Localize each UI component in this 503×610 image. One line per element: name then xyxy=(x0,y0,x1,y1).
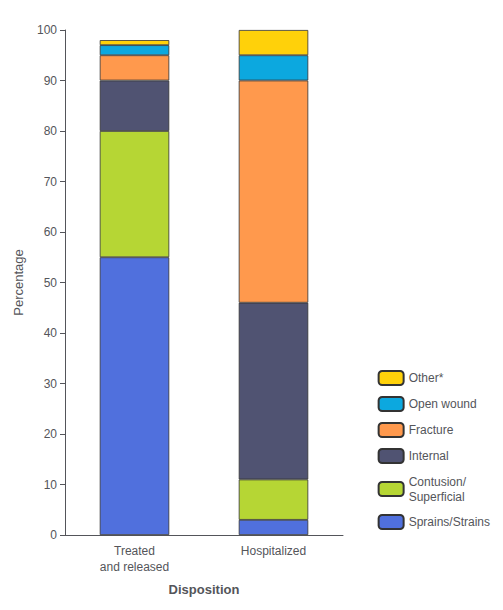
svg-text:Open wound: Open wound xyxy=(409,397,477,411)
svg-text:Treated: Treated xyxy=(114,544,155,558)
svg-text:Internal: Internal xyxy=(409,449,449,463)
svg-text:Sprains/Strains: Sprains/Strains xyxy=(409,515,490,529)
svg-text:Percentage: Percentage xyxy=(11,249,26,316)
svg-text:30: 30 xyxy=(44,377,58,391)
svg-text:20: 20 xyxy=(44,427,58,441)
svg-text:0: 0 xyxy=(50,528,57,542)
svg-text:Hospitalized: Hospitalized xyxy=(241,544,306,558)
svg-text:60: 60 xyxy=(44,225,58,239)
svg-text:70: 70 xyxy=(44,175,58,189)
svg-text:Contusion/: Contusion/ xyxy=(409,475,467,489)
svg-text:Fracture: Fracture xyxy=(409,423,454,437)
svg-text:100: 100 xyxy=(37,23,57,37)
svg-text:Other*: Other* xyxy=(409,371,444,385)
svg-text:50: 50 xyxy=(44,276,58,290)
svg-text:and released: and released xyxy=(100,560,169,574)
svg-text:Disposition: Disposition xyxy=(169,582,240,597)
svg-text:80: 80 xyxy=(44,124,58,138)
svg-text:90: 90 xyxy=(44,74,58,88)
svg-text:10: 10 xyxy=(44,478,58,492)
svg-text:40: 40 xyxy=(44,326,58,340)
svg-text:Superficial: Superficial xyxy=(409,490,465,504)
